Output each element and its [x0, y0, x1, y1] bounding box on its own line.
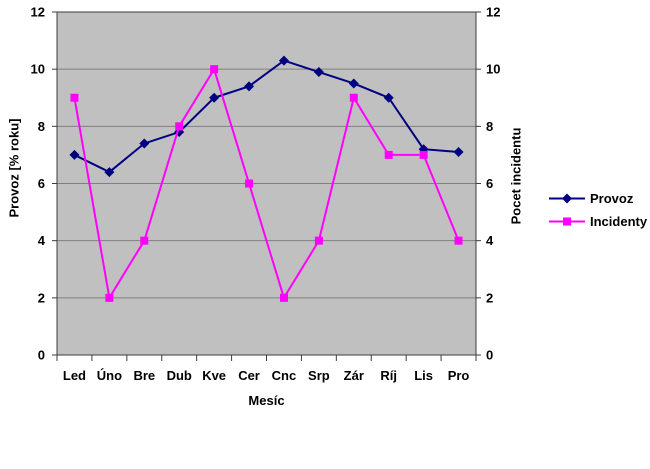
x-tick-label: Kve [202, 368, 226, 383]
data-point-provoz [69, 149, 80, 160]
data-point-incidenty [384, 150, 393, 159]
y-axis-title-left: Provoz [% roku] [6, 118, 22, 218]
data-point-incidenty [210, 65, 219, 74]
y-axis-title-right: Pocet incidentu [508, 127, 524, 225]
data-point-incidenty [245, 179, 254, 188]
y-tick-label-right: 4 [486, 233, 494, 248]
diamond-marker-icon [562, 193, 572, 204]
y-tick-label-left: 0 [38, 348, 45, 363]
y-tick-label-left: 12 [31, 5, 45, 20]
data-point-provoz [104, 167, 115, 178]
x-tick-label: Dub [167, 368, 192, 383]
data-point-incidenty [70, 93, 79, 102]
y-tick-label-right: 6 [486, 176, 493, 191]
data-point-incidenty [105, 293, 114, 302]
x-axis-title: Mesíc [248, 393, 285, 408]
x-tick-label: Led [63, 368, 86, 383]
legend-item-provoz: Provoz [549, 187, 647, 210]
legend: Provoz Incidenty [549, 187, 647, 233]
incidenty-line-marker-icon [549, 217, 585, 226]
x-tick-label: Lis [414, 368, 433, 383]
data-point-incidenty [349, 93, 358, 102]
data-point-provoz [313, 67, 324, 78]
data-point-incidenty [314, 236, 323, 245]
y-tick-label-right: 10 [486, 62, 500, 77]
y-tick-label-left: 6 [38, 176, 45, 191]
x-tick-label: Ríj [380, 368, 397, 383]
series-line-incidenty [73, 66, 460, 301]
x-tick-label: Bre [133, 368, 155, 383]
data-point-provoz [209, 92, 220, 103]
y-tick-label-right: 12 [486, 5, 500, 20]
x-tick-label: Srp [308, 368, 330, 383]
legend-label-incidenty: Incidenty [590, 214, 648, 229]
provoz-line-marker-icon [549, 193, 585, 204]
x-tick-label: Zár [344, 368, 364, 383]
legend-item-incidenty: Incidenty [549, 210, 647, 233]
legend-label-provoz: Provoz [590, 191, 634, 206]
square-marker-icon [563, 217, 571, 226]
data-point-incidenty [454, 236, 463, 245]
y-tick-label-left: 4 [38, 233, 46, 248]
data-point-provoz [453, 147, 464, 158]
data-point-incidenty [140, 236, 149, 245]
data-point-provoz [244, 81, 255, 92]
y-tick-label-left: 2 [38, 290, 45, 305]
series-line-provoz [74, 59, 459, 174]
data-point-incidenty [419, 150, 428, 159]
x-tick-label: Úno [97, 368, 122, 383]
x-tick-label: Cer [238, 368, 260, 383]
data-point-incidenty [279, 293, 288, 302]
x-tick-label: Pro [448, 368, 470, 383]
y-tick-label-left: 8 [38, 119, 45, 134]
data-point-provoz [278, 55, 289, 66]
data-point-provoz [348, 78, 359, 89]
y-tick-label-right: 0 [486, 348, 493, 363]
y-tick-label-right: 2 [486, 290, 493, 305]
y-tick-label-left: 10 [31, 62, 45, 77]
data-point-provoz [383, 92, 394, 103]
data-point-incidenty [175, 122, 184, 131]
y-tick-label-right: 8 [486, 119, 493, 134]
x-tick-label: Cnc [272, 368, 297, 383]
data-point-provoz [139, 138, 150, 149]
